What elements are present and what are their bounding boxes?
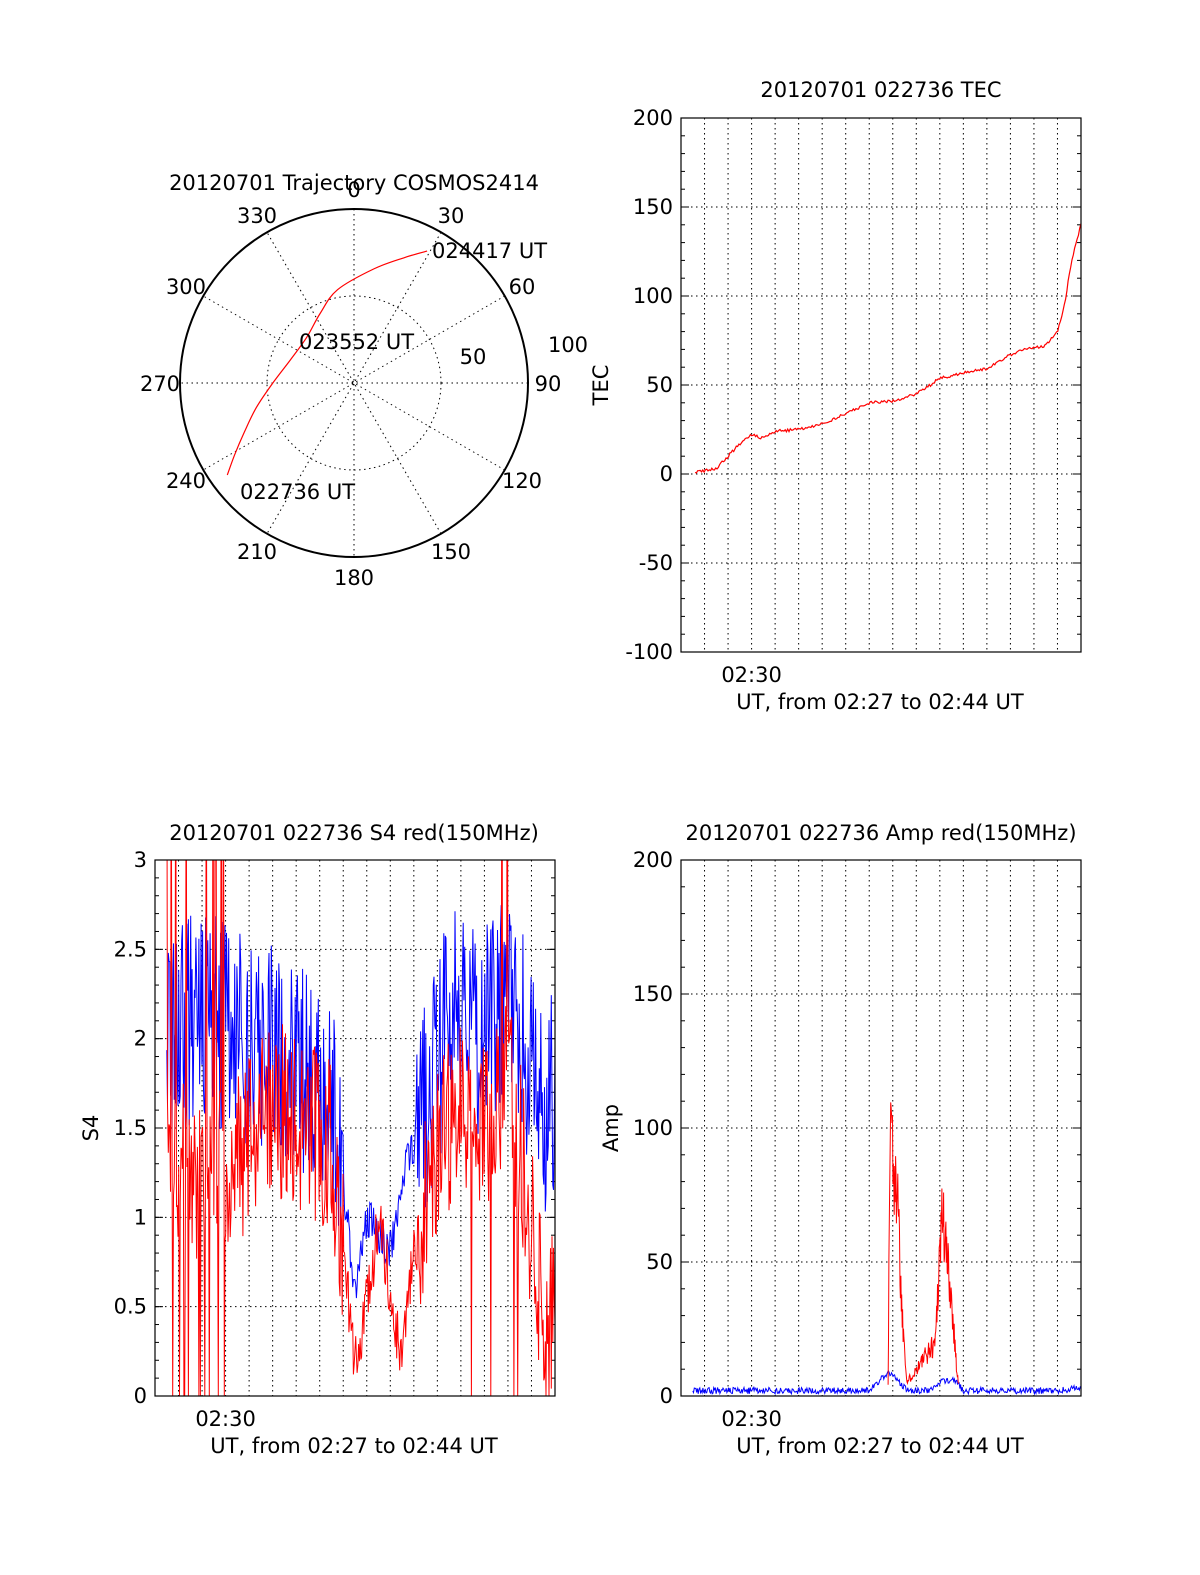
polar-azimuth-labels: 0 30 60 90 120 150 180 210 240 270 300 330 (140, 178, 561, 590)
polar-azimuth-label: 180 (334, 566, 374, 590)
tec-xlabel: UT, from 02:27 to 02:44 UT (736, 690, 1024, 714)
series-line (887, 1102, 960, 1386)
y-tick-label: -50 (639, 551, 673, 575)
polar-annotation-mid: 023552 UT (299, 330, 414, 354)
y-tick-label: 100 (633, 284, 673, 308)
polar-azimuth-label: 210 (237, 540, 277, 564)
amp-xlabel: UT, from 02:27 to 02:44 UT (736, 1434, 1024, 1458)
y-tick-label: -100 (625, 640, 673, 664)
x-tick-label: 02:30 (721, 663, 782, 687)
y-tick-label: 3 (134, 848, 147, 872)
amp-ylabel: Amp (599, 1104, 623, 1152)
polar-azimuth-label: 60 (509, 275, 536, 299)
polar-azimuth-label: 300 (166, 275, 206, 299)
polar-annotation-end: 024417 UT (432, 239, 547, 263)
y-tick-label: 2 (134, 1027, 147, 1051)
series-line (166, 860, 555, 1396)
polar-azimuth-label: 90 (535, 372, 562, 396)
y-tick-label: 200 (633, 106, 673, 130)
polar-azimuth-label: 240 (166, 469, 206, 493)
x-tick-label: 02:30 (195, 1407, 256, 1431)
plot-area (694, 223, 1081, 474)
polar-azimuth-label: 120 (502, 469, 542, 493)
tec-panel: 20120701 022736 TEC TEC UT, from 02:27 t… (589, 78, 1082, 714)
polar-radial-label-100: 100 (548, 333, 588, 357)
tec-title: 20120701 022736 TEC (760, 78, 1001, 102)
y-tick-label: 0.5 (114, 1295, 147, 1319)
polar-azimuth-label: 330 (237, 204, 277, 228)
s4-title: 20120701 022736 S4 red(150MHz) (169, 821, 539, 845)
amp-panel: 20120701 022736 Amp red(150MHz) Amp UT, … (599, 821, 1082, 1458)
tec-ylabel: TEC (589, 365, 613, 407)
amp-title: 20120701 022736 Amp red(150MHz) (685, 821, 1076, 845)
polar-azimuth-label: 270 (140, 372, 180, 396)
y-tick-label: 100 (633, 1116, 673, 1140)
y-tick-label: 50 (646, 373, 673, 397)
polar-spoke (266, 232, 442, 534)
s4-panel: 20120701 022736 S4 red(150MHz) S4 UT, fr… (79, 821, 556, 1458)
x-tick-label: 02:30 (721, 1407, 782, 1431)
polar-spokes (180, 209, 528, 557)
y-tick-label: 150 (633, 982, 673, 1006)
plot-frame (154, 859, 556, 1397)
s4-ylabel: S4 (79, 1115, 103, 1142)
y-tick-label: 1.5 (114, 1116, 147, 1140)
plot-frame (680, 859, 1082, 1397)
series-line (166, 898, 555, 1299)
plot-area (692, 1102, 1081, 1396)
polar-azimuth-label: 0 (347, 178, 360, 202)
series-line (692, 1369, 1081, 1396)
series-line (694, 223, 1081, 474)
polar-panel: 20120701 Trajectory COSMOS2414 0 30 60 90 12… (140, 171, 588, 590)
y-tick-label: 150 (633, 195, 673, 219)
y-tick-label: 0 (660, 1384, 673, 1408)
y-tick-label: 50 (646, 1250, 673, 1274)
polar-radial-label-50: 50 (460, 345, 487, 369)
polar-annotation-start: 022736 UT (240, 480, 355, 504)
polar-circle-50 (266, 295, 442, 471)
polar-azimuth-label: 150 (431, 540, 471, 564)
y-tick-label: 2.5 (114, 937, 147, 961)
plot-frame (680, 117, 1082, 653)
y-tick-label: 0 (660, 462, 673, 486)
polar-spoke (266, 232, 442, 534)
polar-trajectory-line (226, 250, 428, 476)
polar-azimuth-label: 30 (438, 204, 465, 228)
plot-area (166, 860, 555, 1396)
s4-xlabel: UT, from 02:27 to 02:44 UT (210, 1434, 498, 1458)
y-tick-label: 0 (134, 1384, 147, 1408)
y-tick-label: 200 (633, 848, 673, 872)
polar-title: 20120701 Trajectory COSMOS2414 (169, 171, 539, 195)
y-tick-label: 1 (134, 1205, 147, 1229)
